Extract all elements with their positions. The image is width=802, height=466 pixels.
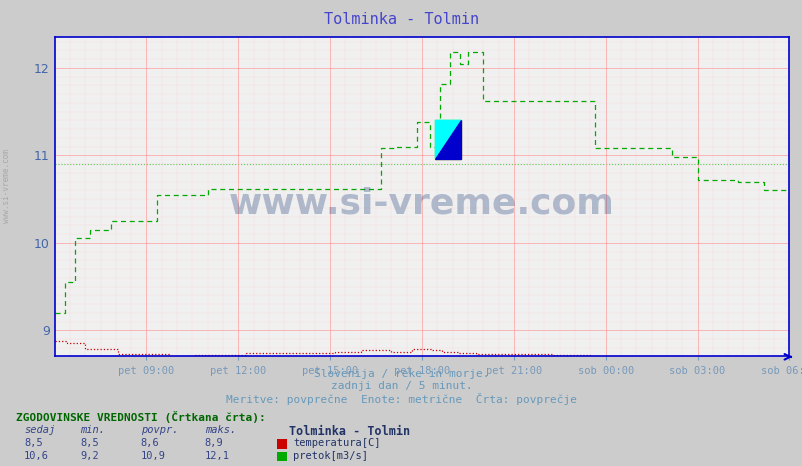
Text: Tolminka - Tolmin: Tolminka - Tolmin <box>323 12 479 27</box>
Text: zadnji dan / 5 minut.: zadnji dan / 5 minut. <box>330 381 472 391</box>
Text: 8,9: 8,9 <box>205 438 223 448</box>
Text: 10,9: 10,9 <box>140 451 165 461</box>
Text: Slovenija / reke in morje.: Slovenija / reke in morje. <box>314 369 488 379</box>
Text: 10,6: 10,6 <box>24 451 49 461</box>
Text: sedaj: sedaj <box>24 425 55 435</box>
Text: 8,5: 8,5 <box>24 438 43 448</box>
Text: temperatura[C]: temperatura[C] <box>293 438 380 448</box>
Bar <box>435 120 460 158</box>
Text: povpr.: povpr. <box>140 425 178 435</box>
Text: pretok[m3/s]: pretok[m3/s] <box>293 451 367 461</box>
Text: ZGODOVINSKE VREDNOSTI (Črtkana črta):: ZGODOVINSKE VREDNOSTI (Črtkana črta): <box>16 411 265 423</box>
Text: www.si-vreme.com: www.si-vreme.com <box>229 186 614 220</box>
Text: Meritve: povprečne  Enote: metrične  Črta: povprečje: Meritve: povprečne Enote: metrične Črta:… <box>225 393 577 405</box>
Polygon shape <box>435 120 460 158</box>
Text: www.si-vreme.com: www.si-vreme.com <box>2 150 11 223</box>
Polygon shape <box>435 120 460 158</box>
Text: Tolminka - Tolmin: Tolminka - Tolmin <box>289 425 410 438</box>
Text: maks.: maks. <box>205 425 236 435</box>
Text: 8,5: 8,5 <box>80 438 99 448</box>
Text: min.: min. <box>80 425 105 435</box>
Text: 12,1: 12,1 <box>205 451 229 461</box>
Text: 9,2: 9,2 <box>80 451 99 461</box>
Text: 8,6: 8,6 <box>140 438 159 448</box>
